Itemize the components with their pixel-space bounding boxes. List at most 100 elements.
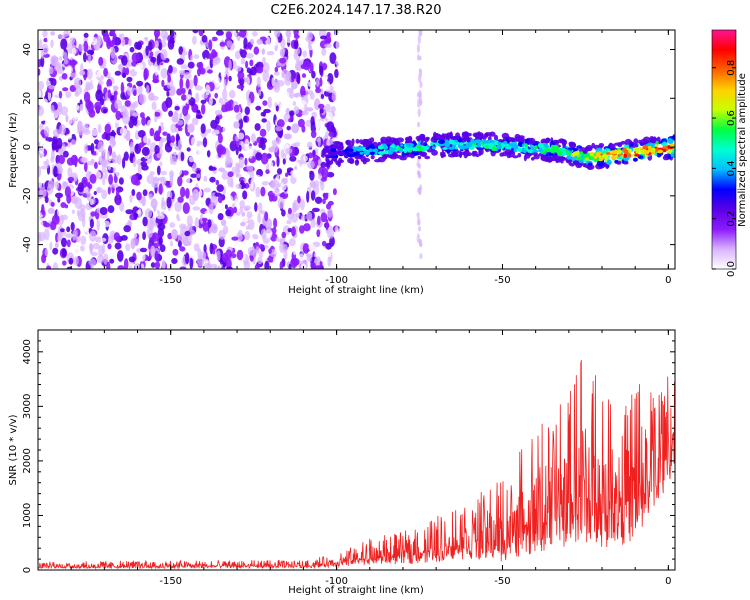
noise-speckle — [63, 150, 69, 158]
noise-speckle — [55, 241, 59, 248]
noise-speckle — [276, 155, 280, 167]
noise-speckle — [240, 49, 248, 59]
noise-speckle — [97, 141, 104, 153]
noise-speckle — [65, 65, 73, 75]
noise-speckle — [103, 220, 110, 228]
noise-speckle — [200, 212, 204, 224]
ridge-mark — [552, 154, 559, 161]
ridge-mark — [552, 139, 560, 144]
ridge-core-mark — [438, 139, 445, 144]
noise-speckle — [310, 116, 315, 126]
noise-speckle — [200, 99, 207, 105]
noise-speckle — [328, 225, 333, 231]
noise-speckle — [71, 117, 76, 125]
noise-speckle — [287, 246, 291, 255]
noise-speckle — [253, 46, 260, 55]
sparse-speckle — [663, 232, 666, 242]
noise-speckle — [58, 34, 66, 40]
noise-speckle — [250, 178, 254, 190]
noise-speckle — [164, 32, 168, 39]
noise-speckle — [112, 35, 116, 46]
noise-speckle — [77, 182, 85, 193]
noise-speckle — [52, 247, 59, 255]
noise-speckle — [42, 98, 48, 108]
noise-speckle — [305, 77, 310, 84]
noise-speckle — [48, 77, 54, 82]
noise-speckle — [46, 265, 52, 269]
noise-speckle — [275, 92, 281, 105]
sparse-speckle — [370, 111, 373, 118]
noise-speckle — [183, 72, 192, 80]
ridge-core-mark — [448, 139, 455, 145]
noise-speckle — [194, 217, 200, 229]
noise-speckle — [286, 219, 292, 225]
bottom-y-ticks: 0 1000 2000 3000 4000 — [22, 339, 675, 573]
noise-speckle — [322, 198, 326, 205]
sparse-speckle — [510, 258, 516, 269]
sparse-speckle — [392, 65, 396, 71]
ridge-mark — [410, 154, 415, 159]
noise-speckle — [117, 154, 122, 165]
ridge-core-mark — [532, 149, 539, 153]
sparse-speckle — [500, 172, 503, 179]
noise-speckle — [326, 207, 333, 218]
sparse-speckle — [342, 30, 347, 35]
noise-speckle — [158, 183, 163, 195]
noise-speckle — [227, 195, 234, 206]
ridge-mark — [425, 136, 430, 140]
noise-speckle — [244, 157, 248, 166]
noise-speckle — [195, 92, 200, 104]
ridge-mark — [351, 138, 355, 145]
noise-speckle — [203, 187, 211, 193]
ridge-mark — [407, 135, 413, 142]
noise-speckle — [72, 109, 78, 120]
noise-speckle — [321, 47, 327, 57]
noise-speckle — [110, 95, 115, 101]
ridge-core-mark — [617, 149, 622, 155]
noise-speckle — [166, 196, 172, 209]
noise-speckle — [222, 125, 227, 135]
sparse-speckle — [361, 194, 364, 203]
noise-speckle — [267, 131, 272, 143]
noise-speckle — [291, 123, 300, 134]
y-tick-label: 40 — [22, 43, 33, 56]
noise-speckle — [225, 209, 232, 217]
ridge-core-mark — [471, 144, 478, 148]
sparse-speckle — [481, 250, 485, 259]
noise-speckle — [52, 262, 59, 269]
ridge-mark — [586, 146, 592, 150]
noise-speckle — [133, 212, 138, 220]
sparse-speckle — [606, 95, 611, 102]
noise-speckle — [213, 129, 220, 135]
noise-speckle — [210, 223, 218, 234]
noise-speckle — [132, 232, 137, 239]
noise-speckle — [214, 102, 222, 112]
noise-speckle — [172, 248, 179, 256]
noise-speckle — [299, 198, 305, 211]
noise-speckle — [111, 140, 116, 146]
noise-speckle — [42, 30, 48, 38]
ridge-core-mark — [482, 139, 487, 144]
sparse-speckle — [407, 44, 412, 53]
sparse-speckle — [404, 244, 410, 255]
noise-speckle — [107, 89, 112, 99]
ridge-mark — [385, 136, 392, 142]
noise-speckle — [108, 156, 112, 162]
noise-speckle — [61, 237, 67, 248]
sparse-speckle — [419, 116, 422, 122]
noise-speckle — [260, 186, 266, 197]
ridge-core-mark — [575, 156, 583, 161]
sparse-speckle — [665, 210, 669, 221]
noise-speckle — [106, 78, 113, 88]
snr-marks — [38, 360, 675, 570]
ridge-mark — [583, 149, 588, 155]
noise-speckle — [309, 62, 314, 73]
noise-speckle — [240, 222, 246, 227]
noise-speckle — [214, 265, 218, 269]
sparse-speckle — [514, 115, 518, 121]
noise-speckle — [61, 181, 66, 190]
stripe-speckle — [417, 34, 421, 45]
sparse-speckle — [611, 251, 616, 257]
noise-speckle — [162, 131, 168, 136]
noise-speckle — [254, 202, 258, 212]
